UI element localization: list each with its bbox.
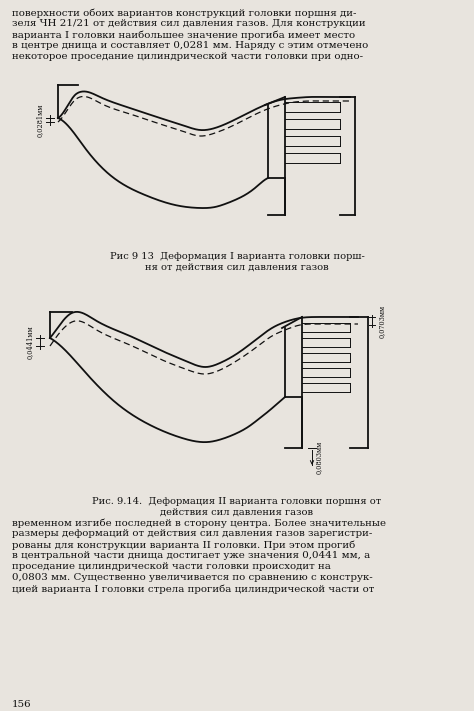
Text: 0,0803 мм. Существенно увеличивается по сравнению с конструк-: 0,0803 мм. Существенно увеличивается по … [12, 573, 373, 582]
Text: некоторое проседание цилиндрической части головки при одно-: некоторое проседание цилиндрической част… [12, 52, 363, 61]
Text: Рис 9 13  Деформация I варианта головки порш-: Рис 9 13 Деформация I варианта головки п… [109, 252, 365, 261]
Text: 0,0441мм: 0,0441мм [26, 325, 34, 359]
Text: цией варианта I головки стрела прогиба цилиндрической части от: цией варианта I головки стрела прогиба ц… [12, 584, 374, 594]
Text: ня от действия сил давления газов: ня от действия сил давления газов [145, 263, 329, 272]
Text: 0,0703мм: 0,0703мм [378, 304, 386, 338]
Text: действия сил давления газов: действия сил давления газов [161, 508, 313, 517]
Text: 0,0281мм: 0,0281мм [36, 103, 44, 137]
Text: зеля ЧН 21/21 от действия сил давления газов. Для конструкции: зеля ЧН 21/21 от действия сил давления г… [12, 19, 365, 28]
Text: в центре днища и составляет 0,0281 мм. Наряду с этим отмечено: в центре днища и составляет 0,0281 мм. Н… [12, 41, 368, 50]
Text: поверхности обоих вариантов конструкций головки поршня ди-: поверхности обоих вариантов конструкций … [12, 8, 356, 18]
Text: варианта I головки наибольшее значение прогиба имеет место: варианта I головки наибольшее значение п… [12, 30, 355, 40]
Text: в центральной части днища достигает уже значения 0,0441 мм, а: в центральной части днища достигает уже … [12, 551, 370, 560]
Text: 156: 156 [12, 700, 32, 709]
Text: проседание цилиндрической части головки происходит на: проседание цилиндрической части головки … [12, 562, 331, 571]
Text: Рис. 9.14.  Деформация II варианта головки поршня от: Рис. 9.14. Деформация II варианта головк… [92, 497, 382, 506]
Text: временном изгибе последней в сторону центра. Более значительные: временном изгибе последней в сторону цен… [12, 518, 386, 528]
Text: размеры деформаций от действия сил давления газов зарегистри-: размеры деформаций от действия сил давле… [12, 529, 373, 538]
Text: рованы для конструкции варианта II головки. При этом прогиб: рованы для конструкции варианта II голов… [12, 540, 355, 550]
Text: 0,0803мм: 0,0803мм [315, 440, 323, 474]
